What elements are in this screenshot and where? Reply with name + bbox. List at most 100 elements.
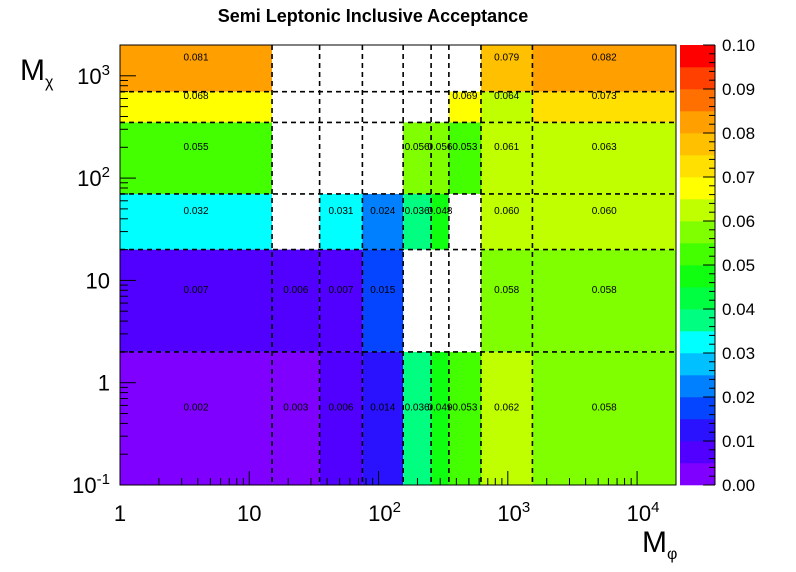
cell-value-label: 0.006 (328, 402, 353, 413)
heatmap-cell (272, 351, 320, 485)
cell-value-label: 0.079 (494, 52, 519, 63)
heatmap-cell (532, 249, 676, 352)
heatmap-cell (480, 91, 533, 123)
colorbar-swatch (680, 89, 715, 112)
heatmap-cell (403, 351, 432, 485)
colorbar-swatch (680, 375, 715, 398)
colorbar-tick-label: 0.06 (722, 212, 755, 231)
heatmap-cell (319, 249, 363, 352)
chart-title: Semi Leptonic Inclusive Acceptance (217, 6, 529, 26)
heatmap-cell (448, 91, 481, 123)
heatmap-cells (120, 45, 676, 485)
y-tick-label: 102 (77, 164, 110, 191)
heatmap-cell (532, 193, 676, 250)
heatmap-cell (448, 122, 481, 194)
colorbar-swatch (680, 309, 715, 332)
cell-value-label: 0.060 (494, 206, 519, 217)
cell-value-label: 0.055 (184, 142, 209, 153)
colorbar-tick-label: 0.03 (722, 344, 755, 363)
heatmap-cell (319, 351, 363, 485)
colorbar-swatch (680, 111, 715, 134)
colorbar-swatch (680, 265, 715, 288)
cell-value-label: 0.007 (328, 285, 353, 296)
cell-value-label: 0.069 (452, 91, 477, 102)
colorbar: 0.00 0.01 0.02 0.03 0.04 0.05 0.06 0.07 0.08 0.09… (680, 36, 755, 495)
y-tick-label: 10 (86, 268, 110, 293)
colorbar-tick-label: 0.01 (722, 432, 755, 451)
cell-value-label: 0.056 (405, 142, 430, 153)
heatmap-cell (480, 193, 533, 250)
colorbar-swatch (680, 67, 715, 90)
colorbar-tick-label: 0.02 (722, 388, 755, 407)
heatmap-cell (532, 45, 676, 92)
colorbar-swatch (680, 45, 715, 68)
colorbar-swatch (680, 463, 715, 486)
x-tick-label: 103 (497, 499, 530, 526)
y-axis-label: Mχ (20, 54, 54, 91)
cell-value-label: 0.053 (452, 402, 477, 413)
cell-value-label: 0.002 (184, 402, 209, 413)
colorbar-tick-label: 0.10 (722, 36, 755, 55)
cell-value-label: 0.006 (283, 285, 308, 296)
colorbar-tick-label: 0.05 (722, 256, 755, 275)
y-tick-label: 103 (77, 62, 110, 89)
heatmap-cell (480, 45, 533, 92)
cell-value-label: 0.048 (427, 206, 452, 217)
colorbar-swatch (680, 199, 715, 222)
cell-value-label: 0.015 (370, 285, 395, 296)
cell-value-label: 0.007 (184, 285, 209, 296)
plot-frame (119, 44, 677, 486)
cell-value-label: 0.073 (592, 91, 617, 102)
colorbar-swatch (680, 243, 715, 266)
cell-value-label: 0.058 (494, 285, 519, 296)
colorbar-swatch (680, 177, 715, 200)
heatmap-cell (120, 193, 273, 250)
colorbar-tick-label: 0.07 (722, 168, 755, 187)
heatmap-cell (403, 122, 432, 194)
cell-value-label: 0.082 (592, 52, 617, 63)
x-tick-label: 10 (237, 501, 261, 526)
heatmap-cell (403, 193, 432, 250)
colorbar-swatch (680, 133, 715, 156)
cell-value-label: 0.058 (592, 402, 617, 413)
cell-value-label: 0.036 (405, 402, 430, 413)
heatmap-cell (272, 249, 320, 352)
heatmap-cell (362, 193, 404, 250)
heatmap-cell (120, 351, 273, 485)
colorbar-swatch (680, 221, 715, 244)
y-tick-label: 10-1 (72, 471, 110, 498)
cell-value-label: 0.068 (184, 91, 209, 102)
cell-value-label: 0.032 (184, 206, 209, 217)
heatmap-cell (120, 91, 273, 123)
cell-value-label: 0.024 (370, 206, 395, 217)
heatmap-cell (448, 351, 481, 485)
heatmap-cell (480, 249, 533, 352)
colorbar-swatch (680, 353, 715, 376)
heatmap-cell (480, 122, 533, 194)
cell-value-label: 0.062 (494, 402, 519, 413)
colorbar-swatch (680, 155, 715, 178)
colorbar-swatch (680, 397, 715, 420)
cell-value-label: 0.036 (405, 206, 430, 217)
x-tick-label: 102 (368, 499, 401, 526)
colorbar-swatch (680, 419, 715, 442)
heatmap-cell (319, 193, 363, 250)
colorbar-tick-label: 0.09 (722, 80, 755, 99)
heatmap-cell (532, 351, 676, 485)
heatmap-cell (480, 351, 533, 485)
heatmap-cell (362, 351, 404, 485)
heatmap-cell (120, 45, 273, 92)
x-tick-label: 104 (627, 499, 660, 526)
heatmap-cell (532, 122, 676, 194)
bin-grid-lines (120, 45, 676, 485)
heatmap-cell (431, 122, 449, 194)
cell-value-label: 0.063 (592, 142, 617, 153)
colorbar-swatch (680, 331, 715, 354)
heatmap-cell (431, 193, 449, 250)
colorbar-swatch (680, 287, 715, 310)
cell-value-label: 0.061 (494, 142, 519, 153)
cell-value-label: 0.058 (592, 285, 617, 296)
cell-value-label: 0.081 (184, 52, 209, 63)
heatmap-cell (120, 249, 273, 352)
